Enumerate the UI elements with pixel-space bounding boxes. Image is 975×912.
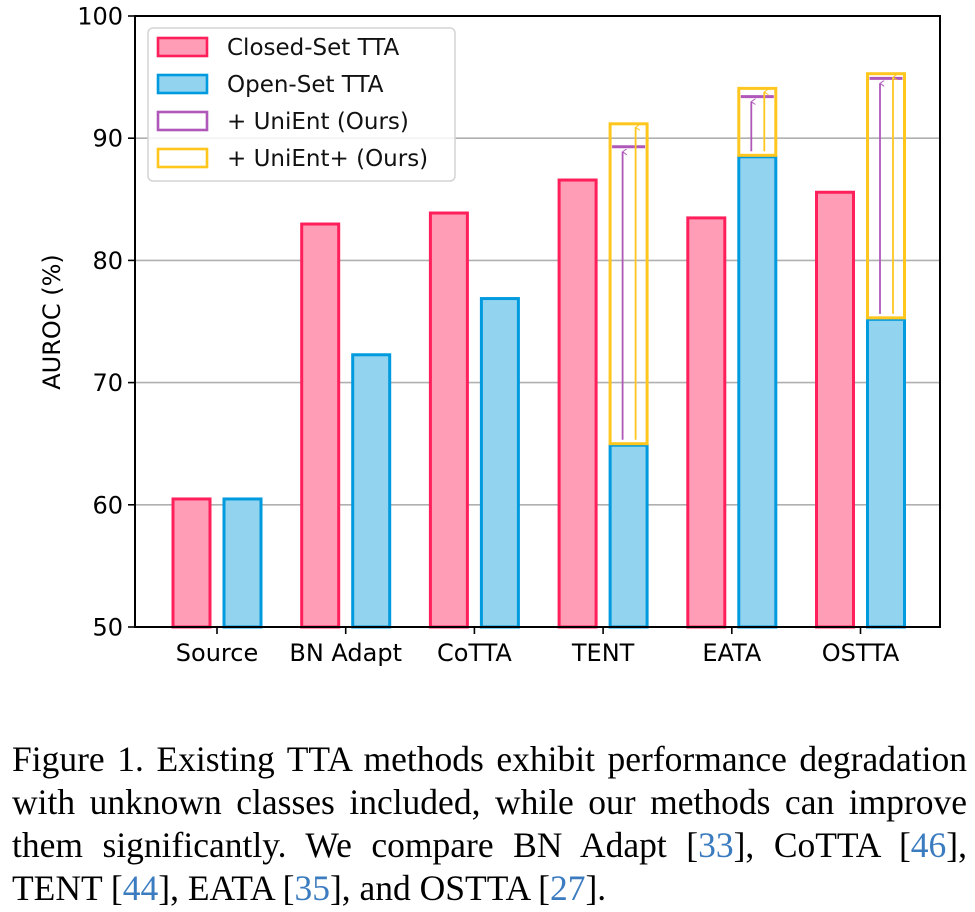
legend: Closed-Set TTA Open-Set TTA + UniEnt (Ours… xyxy=(147,27,456,182)
citation-link[interactable]: 35 xyxy=(294,868,330,908)
y-tick-label: 60 xyxy=(92,491,123,519)
x-tick-label: TENT xyxy=(571,639,635,667)
plot-frame xyxy=(134,15,941,628)
citation-link[interactable]: 46 xyxy=(910,825,947,865)
caption-text: ], CoTTA [ xyxy=(733,825,911,865)
citation-link[interactable]: 33 xyxy=(698,825,734,865)
bar-open-set xyxy=(608,443,649,629)
citation-link[interactable]: 44 xyxy=(122,868,159,908)
bar-open-set xyxy=(222,497,263,629)
legend-frame xyxy=(147,27,456,182)
y-tick-label: 50 xyxy=(92,614,123,642)
bar-unient-plus xyxy=(866,72,906,320)
x-tick-label: EATA xyxy=(702,639,762,667)
legend-label: Open-Set TTA xyxy=(227,72,384,98)
y-tick-label: 70 xyxy=(92,369,123,397)
y-tick-label: 90 xyxy=(92,125,123,153)
y-axis-label: AUROC (%) xyxy=(38,254,66,389)
caption-text: Figure 1. Existing TTA methods exhibit p… xyxy=(12,739,967,865)
legend-label: Closed-Set TTA xyxy=(227,35,400,61)
x-tick-label: BN Adapt xyxy=(289,639,402,667)
axes: 50 60 70 80 90 100 Source BN Adapt CoTTA TENT EATA… xyxy=(77,3,941,667)
legend-swatch xyxy=(156,110,209,132)
bar-closed-set xyxy=(686,216,727,629)
bar-open-set xyxy=(866,317,906,629)
bar-open-set xyxy=(351,353,392,629)
bar-closed-set xyxy=(557,178,598,629)
caption-text: ], EATA [ xyxy=(158,868,295,908)
bar-closed-set xyxy=(171,497,212,629)
figure-caption: Figure 1. Existing TTA methods exhibit p… xyxy=(12,738,967,910)
legend-swatch xyxy=(156,147,209,169)
bar-unient-plus xyxy=(608,122,649,446)
bar-closed-set xyxy=(815,190,855,629)
legend-label: + UniEnt+ (Ours) xyxy=(227,146,428,172)
x-tick-label: OSTTA xyxy=(822,639,900,667)
y-tick-label: 80 xyxy=(92,247,123,275)
caption-text: ], and OSTTA [ xyxy=(329,868,550,908)
y-tick-label: 100 xyxy=(77,3,123,31)
legend-label: + UniEnt (Ours) xyxy=(227,109,409,135)
legend-swatch xyxy=(156,73,209,95)
bar-open-set xyxy=(737,155,778,629)
caption-text: ]. xyxy=(585,868,607,908)
bar-open-set xyxy=(479,297,520,629)
x-tick-label: CoTTA xyxy=(437,639,512,667)
bar-closed-set xyxy=(428,211,469,629)
bar-closed-set xyxy=(300,222,341,629)
citation-link[interactable]: 27 xyxy=(549,868,586,908)
legend-swatch xyxy=(156,36,209,58)
caption-text: ], TENT [ xyxy=(12,825,967,908)
auroc-bar-chart: 50 60 70 80 90 100 Source BN Adapt CoTTA TENT EATA… xyxy=(38,3,941,667)
bar-unient-plus xyxy=(737,86,778,157)
x-tick-label: Source xyxy=(176,639,258,667)
